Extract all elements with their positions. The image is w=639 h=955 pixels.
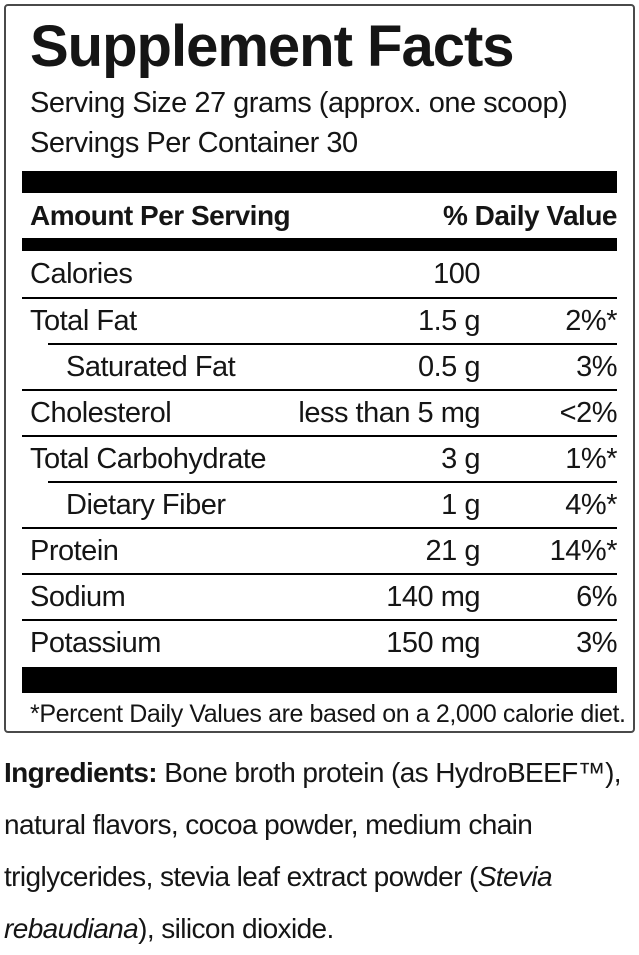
thick-rule-bottom	[22, 667, 617, 693]
nutrient-amount: less than 5 mg	[298, 396, 480, 429]
nutrient-amount: 150 mg	[386, 626, 480, 659]
nutrient-name: Protein	[30, 534, 119, 567]
nutrient-table: Calories 100 Total Fat 1.5 g 2%* Saturat…	[22, 251, 618, 665]
table-row-dietary-fiber: Dietary Fiber 1 g 4%*	[48, 481, 618, 527]
table-row-total-fat: Total Fat 1.5 g 2%*	[22, 297, 618, 343]
nutrient-name: Cholesterol	[30, 396, 172, 429]
nutrient-name: Calories	[30, 257, 133, 290]
nutrient-amount: 1 g	[441, 488, 480, 521]
nutrient-name: Dietary Fiber	[66, 488, 226, 521]
nutrient-name: Saturated Fat	[66, 350, 236, 383]
percent-daily-value-header: % Daily Value	[442, 199, 618, 231]
nutrient-name: Total Carbohydrate	[30, 442, 267, 475]
nutrient-amount: 100	[433, 257, 480, 290]
nutrient-daily-value: 1%*	[565, 442, 617, 475]
nutrient-amount: 1.5 g	[418, 304, 481, 337]
ingredients-paragraph: Ingredients: Bone broth protein (as Hydr…	[4, 747, 636, 955]
nutrient-amount: 140 mg	[386, 580, 480, 613]
ingredients-text: Bone broth protein (as HydroBEEF™), natu…	[4, 757, 622, 892]
nutrient-name: Potassium	[30, 626, 161, 659]
nutrient-daily-value: <2%	[559, 396, 618, 429]
supplement-facts-panel: Supplement Facts Serving Size 27 grams (…	[4, 4, 635, 733]
nutrient-name: Total Fat	[30, 304, 137, 337]
table-header-row: Amount Per Serving % Daily Value	[22, 193, 618, 238]
nutrient-daily-value: 4%*	[565, 488, 617, 521]
table-row-potassium: Potassium 150 mg 3%	[22, 619, 618, 665]
serving-size-line: Serving Size 27 grams (approx. one scoop…	[30, 87, 568, 119]
table-row-total-carbohydrate: Total Carbohydrate 3 g 1%*	[22, 435, 618, 481]
amount-per-serving-header: Amount Per Serving	[30, 199, 291, 231]
daily-value-footnote: *Percent Daily Values are based on a 2,0…	[30, 699, 626, 728]
nutrient-daily-value: 6%	[576, 580, 617, 613]
nutrient-daily-value: 14%*	[549, 534, 618, 567]
table-row-protein: Protein 21 g 14%*	[22, 527, 618, 573]
servings-per-container-line: Servings Per Container 30	[30, 127, 358, 159]
nutrient-name: Sodium	[30, 580, 126, 613]
nutrient-daily-value: 3%	[576, 626, 617, 659]
table-row-saturated-fat: Saturated Fat 0.5 g 3%	[48, 343, 618, 389]
panel-title: Supplement Facts	[30, 14, 515, 79]
nutrient-amount: 3 g	[441, 442, 480, 475]
table-row-cholesterol: Cholesterol less than 5 mg <2%	[22, 389, 618, 435]
nutrient-amount: 21 g	[425, 534, 481, 567]
ingredients-text-end: ), silicon dioxide.	[138, 913, 334, 944]
thick-rule-top	[22, 171, 617, 193]
nutrient-daily-value: 2%*	[565, 304, 617, 337]
nutrient-amount: 0.5 g	[418, 350, 481, 383]
thick-rule-middle	[22, 238, 617, 251]
table-row-sodium: Sodium 140 mg 6%	[22, 573, 618, 619]
table-row-calories: Calories 100	[22, 251, 617, 297]
nutrient-daily-value: 3%	[576, 350, 617, 383]
ingredients-label: Ingredients:	[4, 757, 158, 788]
